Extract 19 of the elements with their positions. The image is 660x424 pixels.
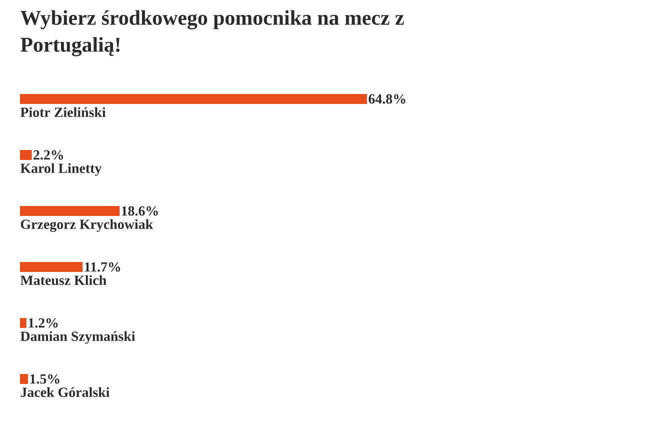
bar <box>20 374 28 384</box>
y-tick-label: Grzegorz Krychowiak <box>20 219 154 232</box>
y-tick-label: Damian Szymański <box>20 331 136 344</box>
bar <box>20 262 83 272</box>
data-label: 1.2% <box>28 318 58 328</box>
bar <box>20 150 32 160</box>
data-label: 18.6% <box>122 206 158 216</box>
y-tick-label: Jacek Góralski <box>20 387 110 398</box>
bar <box>20 206 120 216</box>
data-label: 2.2% <box>34 150 64 160</box>
data-label: 11.7% <box>84 262 120 272</box>
chart-title: Wybierz środkowego pomocnika na mecz z Portugalią! <box>20 10 404 56</box>
y-tick-label: Karol Linetty <box>20 163 102 176</box>
y-tick-label: Mateusz Klich <box>20 275 106 286</box>
data-label: 64.8% <box>368 94 406 104</box>
bar <box>20 94 368 104</box>
data-label: 1.5% <box>30 374 60 384</box>
bar <box>20 318 26 328</box>
y-tick-label: Piotr Zieliński <box>20 107 106 118</box>
